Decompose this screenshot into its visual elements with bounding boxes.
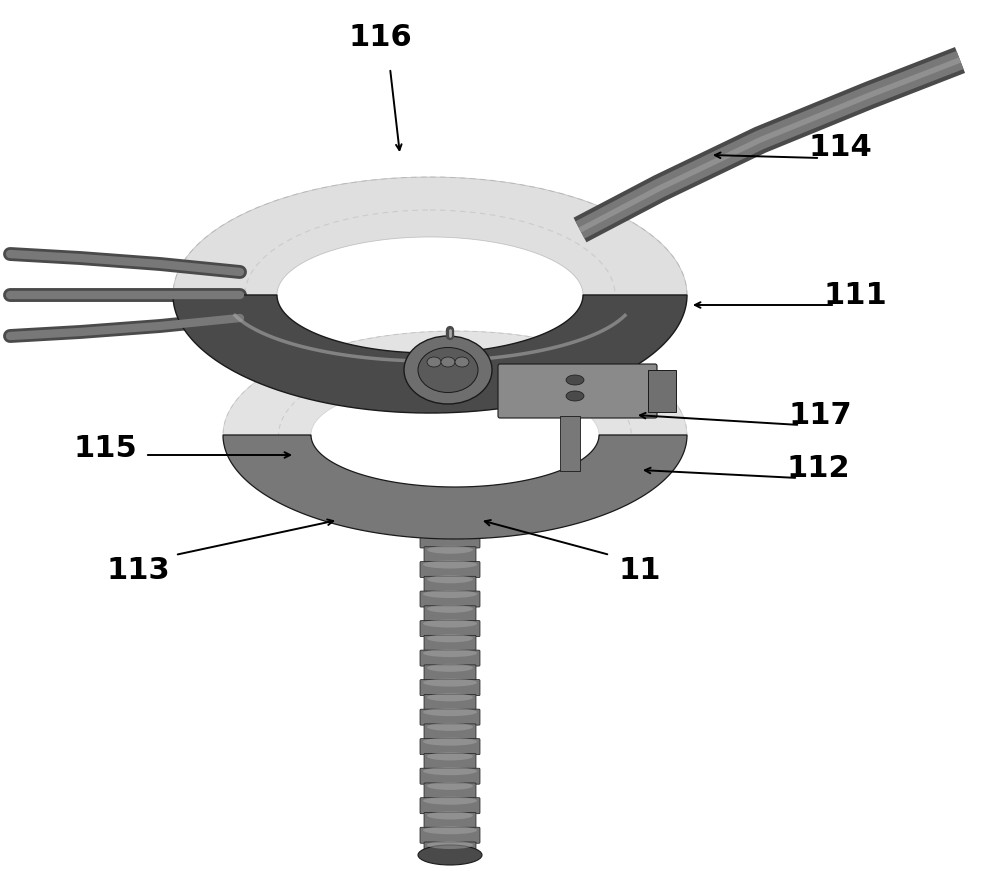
- Ellipse shape: [423, 767, 477, 775]
- Bar: [648, 370, 676, 412]
- Ellipse shape: [427, 841, 473, 849]
- Ellipse shape: [566, 375, 584, 385]
- Bar: [413, 495, 443, 517]
- Ellipse shape: [455, 357, 469, 367]
- FancyBboxPatch shape: [424, 577, 476, 592]
- FancyBboxPatch shape: [424, 842, 476, 858]
- Ellipse shape: [566, 391, 584, 401]
- Ellipse shape: [418, 348, 478, 393]
- Ellipse shape: [427, 693, 473, 701]
- Ellipse shape: [427, 753, 473, 760]
- FancyBboxPatch shape: [424, 665, 476, 681]
- Ellipse shape: [423, 531, 477, 539]
- FancyBboxPatch shape: [420, 739, 480, 754]
- FancyBboxPatch shape: [424, 547, 476, 563]
- Text: 114: 114: [808, 133, 872, 163]
- Ellipse shape: [423, 738, 477, 746]
- Polygon shape: [223, 331, 687, 435]
- FancyBboxPatch shape: [424, 694, 476, 711]
- Polygon shape: [173, 177, 687, 295]
- FancyBboxPatch shape: [420, 650, 480, 666]
- FancyBboxPatch shape: [498, 364, 657, 418]
- Text: 112: 112: [786, 454, 850, 483]
- Ellipse shape: [427, 723, 473, 731]
- FancyBboxPatch shape: [420, 709, 480, 726]
- Ellipse shape: [427, 604, 473, 613]
- Bar: [560, 416, 580, 471]
- Text: 116: 116: [348, 24, 412, 52]
- FancyBboxPatch shape: [424, 753, 476, 769]
- Text: 115: 115: [74, 434, 137, 463]
- Ellipse shape: [427, 546, 473, 554]
- FancyBboxPatch shape: [420, 620, 480, 637]
- Ellipse shape: [427, 782, 473, 790]
- Ellipse shape: [441, 357, 455, 367]
- FancyBboxPatch shape: [420, 532, 480, 548]
- Polygon shape: [223, 435, 687, 539]
- Text: 117: 117: [788, 401, 852, 429]
- Ellipse shape: [423, 590, 477, 598]
- FancyBboxPatch shape: [420, 768, 480, 784]
- Ellipse shape: [418, 845, 482, 865]
- Ellipse shape: [423, 827, 477, 834]
- FancyBboxPatch shape: [424, 783, 476, 799]
- Ellipse shape: [423, 649, 477, 657]
- Bar: [427, 530, 473, 855]
- FancyBboxPatch shape: [420, 798, 480, 814]
- FancyBboxPatch shape: [424, 635, 476, 652]
- Ellipse shape: [427, 812, 473, 820]
- FancyBboxPatch shape: [420, 679, 480, 696]
- FancyBboxPatch shape: [424, 724, 476, 739]
- Ellipse shape: [427, 634, 473, 642]
- Ellipse shape: [423, 797, 477, 805]
- Ellipse shape: [423, 679, 477, 686]
- Ellipse shape: [423, 708, 477, 716]
- Ellipse shape: [423, 619, 477, 628]
- FancyBboxPatch shape: [420, 562, 480, 577]
- Ellipse shape: [427, 664, 473, 672]
- Polygon shape: [173, 295, 687, 413]
- FancyBboxPatch shape: [424, 813, 476, 828]
- Ellipse shape: [404, 336, 492, 404]
- Ellipse shape: [369, 490, 421, 520]
- Ellipse shape: [427, 357, 441, 367]
- Text: 11: 11: [619, 556, 661, 584]
- Text: 111: 111: [823, 280, 887, 309]
- FancyBboxPatch shape: [420, 827, 480, 843]
- Ellipse shape: [423, 561, 477, 569]
- Ellipse shape: [427, 575, 473, 584]
- FancyBboxPatch shape: [424, 606, 476, 622]
- Text: 113: 113: [106, 556, 170, 584]
- FancyBboxPatch shape: [420, 591, 480, 607]
